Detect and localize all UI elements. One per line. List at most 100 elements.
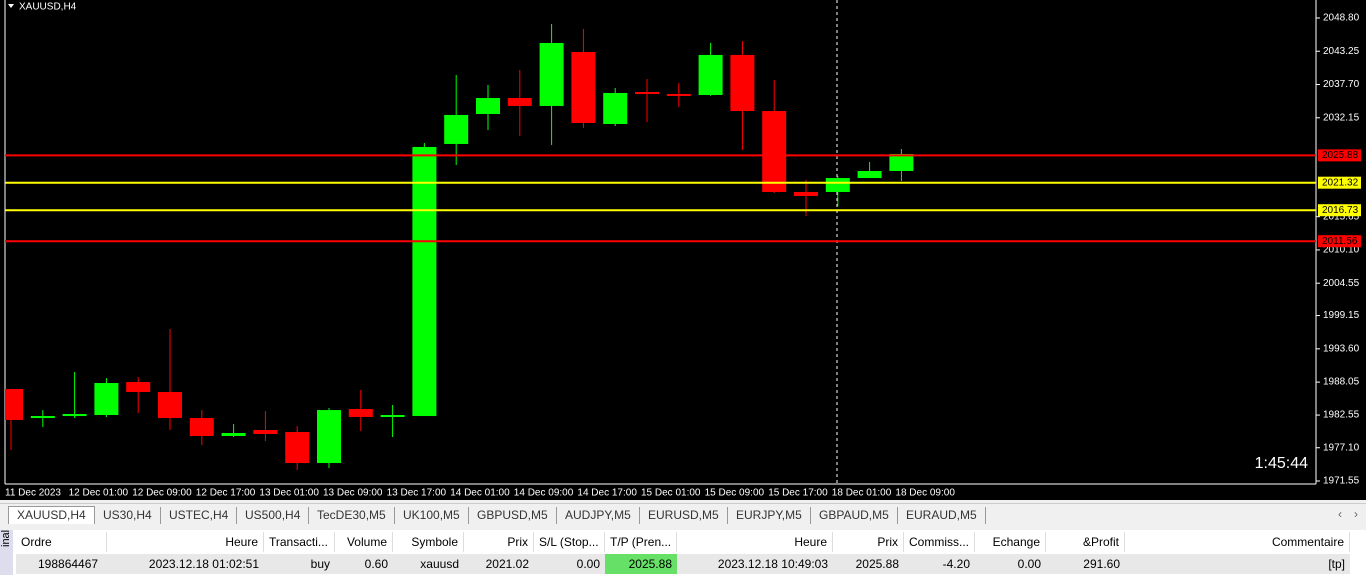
y-tick-label: 2010.10 bbox=[1323, 245, 1360, 256]
column-header: Symbole bbox=[393, 532, 464, 552]
candle-body bbox=[126, 381, 151, 392]
x-tick-label: 13 Dec 01:00 bbox=[259, 488, 319, 499]
tab-scroll-right[interactable]: › bbox=[1354, 507, 1358, 521]
candle-body bbox=[189, 418, 214, 436]
y-tick-label: 2032.15 bbox=[1323, 112, 1360, 123]
tab[interactable]: GBPUSD,M5 bbox=[469, 507, 557, 524]
table-cell: 2025.88 bbox=[605, 554, 677, 574]
candle-body bbox=[794, 191, 818, 196]
candle-body bbox=[730, 54, 755, 112]
table-cell: 2021.02 bbox=[464, 554, 534, 574]
chart-title: XAUUSD,H4 bbox=[19, 2, 77, 13]
candle-body bbox=[444, 114, 469, 144]
tab[interactable]: EURAUD,M5 bbox=[898, 507, 986, 524]
table-cell: [tp] bbox=[1125, 554, 1350, 574]
column-header: T/P (Pren... bbox=[605, 532, 677, 552]
x-tick-label: 14 Dec 09:00 bbox=[514, 488, 574, 499]
trade-table: Ordre Heure Transacti... Volume Symbole Prix S… bbox=[0, 530, 1366, 575]
tab[interactable]: US500,H4 bbox=[237, 507, 310, 524]
price-level-label: 2021.32 bbox=[1322, 177, 1359, 188]
candle-body bbox=[253, 429, 278, 435]
price-level-label: 2016.73 bbox=[1322, 205, 1359, 216]
table-cell: -4.20 bbox=[904, 554, 975, 574]
candle-body bbox=[317, 410, 341, 464]
plot-area bbox=[5, 23, 914, 471]
candle-body bbox=[476, 97, 500, 115]
column-header: Commiss... bbox=[904, 532, 975, 552]
tab[interactable]: GBPAUD,M5 bbox=[811, 507, 898, 524]
table-cell: 0.00 bbox=[534, 554, 605, 574]
table-cell: buy bbox=[264, 554, 335, 574]
table-cell: xauusd bbox=[393, 554, 464, 574]
candle-body bbox=[285, 432, 310, 464]
chart: XAUUSD,H4 1:45:44 2048.80 2043.25 2037.70 2… bbox=[0, 0, 1366, 500]
candle-body bbox=[571, 51, 596, 123]
column-header: Transacti... bbox=[264, 532, 335, 552]
y-tick-label: 2015.65 bbox=[1323, 211, 1360, 222]
x-tick-label: 15 Dec 17:00 bbox=[768, 488, 828, 499]
y-tick-label: 2048.80 bbox=[1323, 13, 1360, 24]
table-cell: 0.00 bbox=[975, 554, 1046, 574]
x-tick-label: 15 Dec 09:00 bbox=[705, 488, 765, 499]
tab[interactable]: TecDE30,M5 bbox=[309, 507, 395, 524]
y-tick-label: 1977.10 bbox=[1323, 442, 1360, 453]
side-label: inal bbox=[0, 530, 13, 575]
tab[interactable]: EURUSD,M5 bbox=[640, 507, 728, 524]
countdown: 1:45:44 bbox=[1255, 455, 1308, 472]
candle-body bbox=[380, 415, 405, 418]
tab[interactable]: UK100,M5 bbox=[395, 507, 469, 524]
candle-body bbox=[635, 92, 659, 95]
candle-body bbox=[412, 146, 437, 417]
y-tick-label: 2004.55 bbox=[1323, 278, 1360, 289]
price-level-tag bbox=[1318, 176, 1361, 189]
column-header: Ordre bbox=[16, 532, 107, 552]
candle-body bbox=[857, 171, 882, 179]
tab[interactable]: XAUUSD,H4 bbox=[8, 506, 95, 524]
candle-body bbox=[666, 93, 691, 96]
candle-body bbox=[221, 432, 246, 436]
column-header: Heure bbox=[107, 532, 264, 552]
candle-body bbox=[698, 54, 723, 96]
column-header: Commentaire bbox=[1125, 532, 1350, 552]
tab[interactable]: AUDJPY,M5 bbox=[557, 507, 640, 524]
x-tick-label: 12 Dec 01:00 bbox=[69, 488, 129, 499]
tab[interactable]: USTEC,H4 bbox=[161, 507, 238, 524]
candle-body bbox=[94, 383, 119, 416]
x-tick-label: 13 Dec 17:00 bbox=[387, 488, 447, 499]
candle-body bbox=[30, 416, 55, 419]
candle-body bbox=[348, 409, 373, 417]
x-tick-label: 14 Dec 01:00 bbox=[450, 488, 510, 499]
candle-body bbox=[889, 153, 914, 172]
x-tick-label: 15 Dec 01:00 bbox=[641, 488, 701, 499]
tab[interactable]: EURJPY,M5 bbox=[728, 507, 811, 524]
table-cell: 198864467 bbox=[16, 554, 107, 574]
menu-arrow[interactable] bbox=[8, 4, 14, 8]
table-cell: 0.60 bbox=[335, 554, 393, 574]
table-cell: 2025.88 bbox=[833, 554, 904, 574]
price-level-label: 2025.88 bbox=[1322, 150, 1359, 161]
price-level-label: 2011.56 bbox=[1322, 236, 1358, 247]
column-header: Echange bbox=[975, 532, 1046, 552]
tab-scroll-left[interactable]: ‹ bbox=[1338, 507, 1342, 521]
price-level-tag bbox=[1318, 235, 1361, 248]
candle-body bbox=[539, 42, 564, 106]
tab-bar: ‹ › XAUUSD,H4 US30,H4 USTEC,H4 US500,H4 TecD… bbox=[0, 503, 1366, 526]
y-tick-label: 1999.15 bbox=[1323, 310, 1360, 321]
candle-body bbox=[158, 391, 182, 419]
x-tick-label: 12 Dec 17:00 bbox=[196, 488, 256, 499]
column-header: S/L (Stop... bbox=[534, 532, 605, 552]
column-header: Volume bbox=[335, 532, 393, 552]
candle-body bbox=[62, 413, 87, 417]
candle-body bbox=[5, 388, 23, 420]
price-level-tag bbox=[1318, 149, 1361, 162]
x-tick-label: 11 Dec 2023 bbox=[5, 488, 61, 499]
tab[interactable]: US30,H4 bbox=[95, 507, 161, 524]
y-tick-label: 2037.70 bbox=[1323, 79, 1360, 90]
column-header: Heure bbox=[677, 532, 833, 552]
price-level-tag bbox=[1318, 204, 1361, 217]
x-tick-label: 14 Dec 17:00 bbox=[577, 488, 637, 499]
y-tick-label: 1971.55 bbox=[1323, 476, 1360, 487]
table-cell: 2023.12.18 10:49:03 bbox=[677, 554, 833, 574]
candle-body bbox=[603, 92, 628, 125]
